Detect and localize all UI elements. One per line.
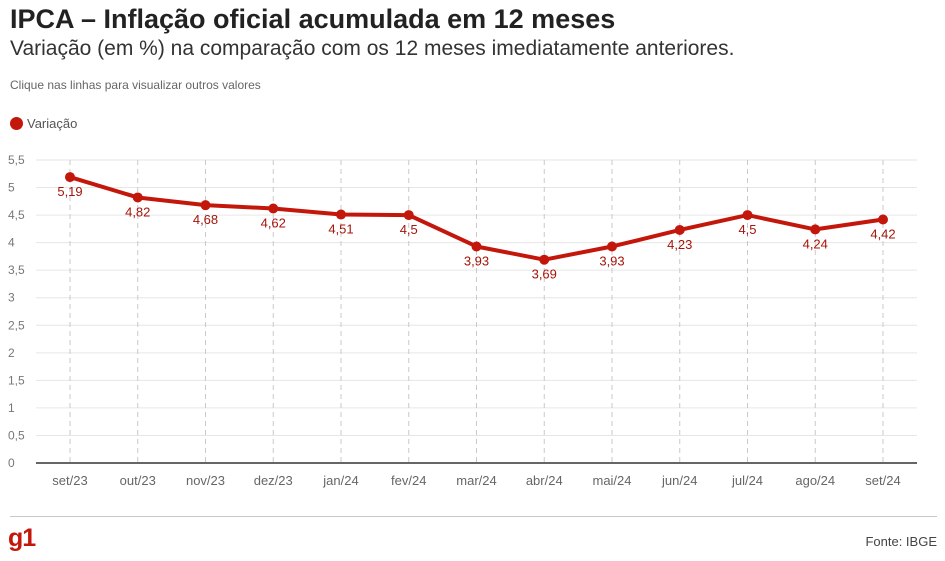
- data-point[interactable]: [539, 254, 550, 265]
- y-tick-label: 4,5: [8, 208, 25, 222]
- data-point[interactable]: [878, 214, 888, 225]
- data-label: 4,42: [870, 226, 895, 241]
- data-point[interactable]: [674, 224, 685, 235]
- chart-hint: Clique nas linhas para visualizar outros…: [10, 78, 261, 92]
- x-tick-label: dez/23: [254, 473, 293, 488]
- x-tick-label: abr/24: [526, 473, 563, 488]
- x-tick-label: out/23: [120, 473, 156, 488]
- y-tick-label: 1: [8, 401, 15, 415]
- x-tick-label: set/24: [865, 473, 900, 488]
- g1-logo: g1: [8, 524, 36, 552]
- y-tick-label: 3,5: [8, 263, 25, 277]
- footer-divider: [10, 516, 937, 517]
- data-label: 3,93: [464, 253, 489, 268]
- x-tick-label: jan/24: [322, 473, 358, 488]
- data-point[interactable]: [403, 210, 414, 221]
- source-note: Fonte: IBGE: [865, 534, 937, 549]
- series-variacao[interactable]: 5,19 4,82 4,68 4,62 4,51 4,5 3,93 3,69 3,93 4,23 4…: [57, 172, 896, 282]
- legend-dot-icon: [10, 117, 23, 130]
- x-tick-label: mar/24: [456, 473, 496, 488]
- data-label: 3,93: [599, 253, 624, 268]
- y-tick-label: 0: [8, 456, 15, 470]
- data-label: 4,68: [193, 212, 218, 227]
- data-label: 5,19: [57, 184, 82, 199]
- y-tick-label: 1,5: [8, 373, 25, 387]
- line-chart: 0 0,5 1 1,5 2 2,5 3 3,5 4 4,5 5 5,5 set/23 out/23 nov/…: [8, 153, 917, 488]
- data-label: 3,69: [532, 267, 557, 282]
- data-label: 4,24: [803, 236, 828, 251]
- data-label: 4,23: [667, 237, 692, 252]
- data-point[interactable]: [65, 172, 75, 183]
- data-point[interactable]: [336, 209, 346, 220]
- data-label: 4,5: [738, 222, 756, 237]
- y-tick-label: 0,5: [8, 428, 25, 442]
- x-tick-label: jun/24: [661, 473, 697, 488]
- data-point[interactable]: [471, 241, 482, 252]
- data-label: 4,51: [328, 222, 353, 237]
- y-tick-label: 2: [8, 346, 15, 360]
- data-point[interactable]: [268, 203, 279, 214]
- data-point[interactable]: [607, 241, 617, 252]
- data-point[interactable]: [132, 192, 143, 203]
- x-tick-label: set/23: [52, 473, 87, 488]
- data-label: 4,62: [261, 215, 286, 230]
- chart-title: IPCA – Inflação oficial acumulada em 12 …: [10, 4, 616, 34]
- y-tick-label: 5,5: [8, 153, 25, 167]
- x-tick-label: nov/23: [186, 473, 225, 488]
- y-tick-label: 5: [8, 181, 15, 195]
- x-tick-label: fev/24: [391, 473, 426, 488]
- y-tick-label: 3: [8, 291, 15, 305]
- data-label: 4,5: [400, 222, 418, 237]
- x-tick-label: jul/24: [731, 473, 763, 488]
- chart-subtitle: Variação (em %) na comparação com os 12 …: [10, 37, 735, 60]
- data-label: 4,82: [125, 204, 150, 219]
- grid: [36, 159, 917, 463]
- data-point[interactable]: [200, 200, 211, 211]
- axes: 0 0,5 1 1,5 2 2,5 3 3,5 4 4,5 5 5,5 set/23 out/23 nov/…: [8, 153, 917, 488]
- x-tick-label: ago/24: [795, 473, 835, 488]
- legend-item-variacao[interactable]: Variação: [10, 116, 77, 131]
- legend-label: Variação: [27, 116, 78, 131]
- data-point[interactable]: [810, 224, 821, 235]
- y-tick-label: 4: [8, 236, 15, 250]
- data-point[interactable]: [742, 210, 753, 221]
- y-tick-label: 2,5: [8, 318, 25, 332]
- x-tick-label: mai/24: [592, 473, 631, 488]
